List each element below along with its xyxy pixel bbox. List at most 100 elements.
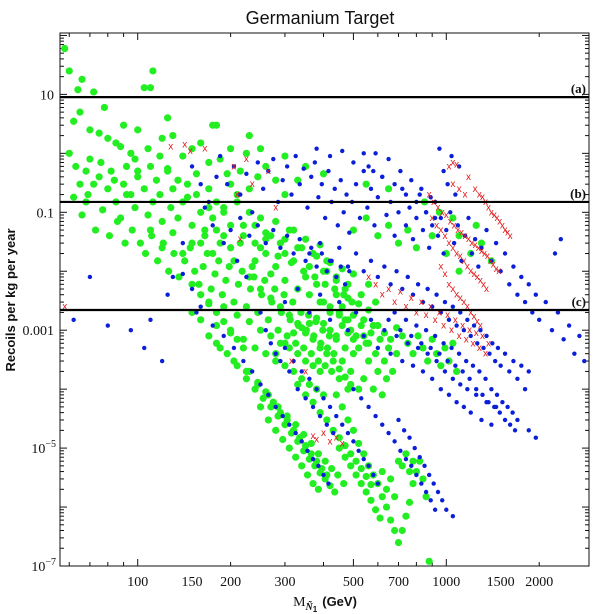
green-point (169, 131, 177, 140)
blue-point (461, 327, 467, 333)
blue-point (373, 413, 378, 419)
green-point (90, 180, 98, 188)
blue-point (366, 463, 371, 469)
blue-point (353, 310, 359, 315)
green-point (272, 426, 280, 434)
x-marker-point: x (466, 172, 471, 183)
green-point (303, 471, 312, 479)
green-point (197, 139, 205, 147)
green-point (307, 439, 315, 448)
green-point (352, 457, 360, 465)
x-marker-point: x (444, 210, 449, 221)
blue-point (309, 245, 314, 250)
blue-point (431, 481, 436, 486)
blue-point (533, 292, 539, 297)
green-point (272, 357, 280, 365)
green-point (233, 190, 241, 199)
green-point (144, 211, 152, 219)
green-point (298, 324, 306, 332)
x-marker-point: x (386, 284, 391, 295)
green-point (323, 350, 331, 358)
green-point (398, 526, 406, 535)
blue-point (271, 156, 276, 162)
green-point (158, 134, 166, 142)
green-point (294, 350, 302, 358)
green-point (174, 176, 182, 184)
blue-point (307, 376, 312, 381)
green-point (227, 244, 235, 252)
green-point (319, 267, 328, 275)
green-point (321, 280, 329, 288)
green-point (352, 471, 360, 479)
x-marker-point: x (505, 228, 510, 239)
x-marker-point: x (489, 207, 494, 218)
green-point (419, 344, 427, 352)
blue-point (489, 258, 494, 264)
blue-point (493, 240, 499, 246)
x-marker-point: x (468, 307, 473, 318)
x-marker-point: x (334, 433, 339, 444)
green-point (341, 344, 349, 352)
green-point (222, 276, 230, 284)
blue-point (451, 240, 457, 246)
blue-point (334, 413, 339, 419)
x-marker-point: x (458, 251, 463, 262)
x-marker-point: x (392, 297, 397, 308)
x-marker-point: x (450, 157, 455, 168)
x-marker-point: x (474, 328, 479, 339)
green-point (238, 267, 246, 275)
green-point (371, 506, 380, 514)
blue-point (582, 358, 587, 364)
blue-point (398, 327, 403, 333)
green-point (234, 280, 243, 288)
green-point (382, 503, 391, 511)
green-point (331, 488, 339, 496)
x-marker-point: x (491, 260, 496, 271)
x-marker-point: x (508, 231, 513, 242)
green-point (384, 221, 393, 229)
green-point (146, 84, 155, 92)
blue-point (423, 489, 429, 495)
blue-point (456, 164, 462, 169)
green-point (367, 496, 375, 504)
green-point (122, 162, 131, 171)
green-point (305, 319, 313, 328)
blue-point (322, 215, 328, 221)
blue-point (368, 186, 374, 192)
green-point (405, 467, 414, 476)
x-marker-point: x (473, 184, 478, 195)
blue-point (441, 341, 446, 346)
blue-point (417, 455, 422, 460)
green-point (197, 291, 205, 299)
x-marker-point: x (459, 228, 464, 239)
blue-point (405, 274, 410, 280)
blue-point (465, 317, 470, 323)
green-point (309, 398, 317, 406)
green-point (364, 357, 373, 365)
blue-point (459, 258, 464, 264)
green-point (378, 493, 386, 501)
x-marker-point: x (454, 159, 459, 170)
blue-point (271, 227, 276, 233)
x-marker-point: x (463, 231, 468, 242)
green-point (309, 249, 317, 258)
blue-point (382, 327, 387, 333)
blue-point (321, 396, 326, 401)
blue-point (351, 439, 356, 444)
green-point (380, 357, 388, 365)
green-point (325, 332, 334, 340)
green-point (382, 485, 391, 493)
x-marker-point: x (486, 338, 491, 349)
blue-point (515, 417, 520, 423)
x-marker-point: x (188, 146, 193, 157)
green-point (326, 326, 334, 334)
blue-point (502, 351, 508, 356)
green-point (272, 217, 280, 226)
blue-point (198, 181, 203, 187)
x-marker-point: x (494, 264, 499, 275)
x-marker-point: x (433, 315, 438, 326)
blue-point (295, 286, 300, 292)
blue-point (480, 392, 485, 398)
green-point (223, 350, 231, 358)
blue-point (468, 333, 473, 339)
